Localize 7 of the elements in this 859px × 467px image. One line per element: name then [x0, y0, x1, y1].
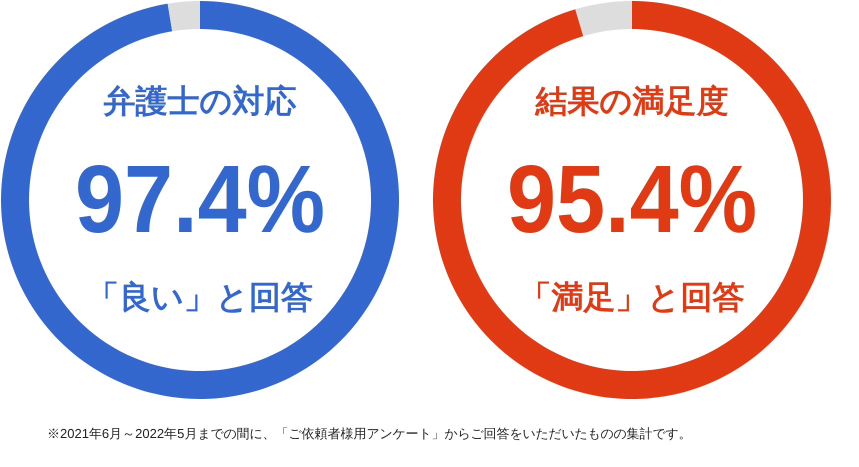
text: 「満足」と回答	[520, 279, 744, 315]
text: 「良い」と回答	[87, 279, 313, 315]
text: 弁護士の対応	[102, 83, 296, 119]
data-label: 97.4%	[75, 146, 348, 253]
data-label: 95.4%	[507, 146, 780, 253]
text: ※2021年6月～2022年5月までの間に、「ご依頼者様用アンケート」からご回答をいただいたものの集計です。	[47, 426, 692, 441]
text: 結果の満足度	[534, 83, 728, 119]
